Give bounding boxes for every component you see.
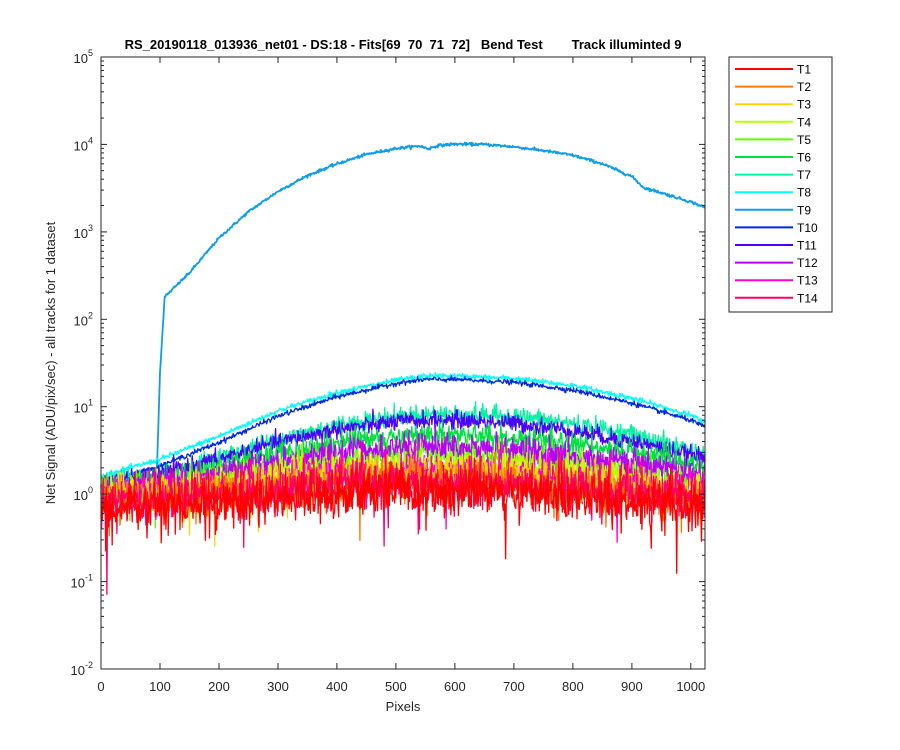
x-tick-label: 800 [562, 679, 584, 694]
series-line-t7 [100, 401, 706, 493]
y-tick-label-base: 10 [74, 488, 88, 503]
y-tick-label-base: 10 [71, 663, 85, 678]
x-tick-label: 200 [208, 679, 230, 694]
y-tick-label-base: 10 [74, 313, 88, 328]
y-tick-label-exponent: 2 [88, 310, 93, 320]
series-line-t9 [100, 141, 706, 481]
legend-box [728, 56, 833, 313]
series-line-t10 [100, 375, 706, 488]
y-tick-label: 103 [74, 223, 93, 241]
y-tick-label-exponent: -2 [85, 660, 93, 670]
x-tick-label: 500 [385, 679, 407, 694]
plot-area [101, 57, 705, 669]
legend-entry: T8 [797, 186, 811, 200]
x-tick-label: 700 [503, 679, 525, 694]
y-axis-label: Net Signal (ADU/pix/sec) - all tracks fo… [43, 221, 58, 504]
y-tick-label-exponent: 5 [88, 48, 93, 58]
legend: T1 T2 T3 T4 T5 T6 T7 T8 T9 T10 T11 T12 T13 T14 [728, 56, 833, 313]
axes-box [100, 56, 706, 670]
y-tick-label: 102 [74, 310, 93, 328]
chart-title: RS_20190118_013936_net01 - DS:18 - Fits[… [125, 37, 682, 52]
series-line-t8 [100, 372, 706, 480]
legend-entry: T11 [797, 239, 817, 253]
y-tick-label: 105 [74, 48, 93, 66]
y-tick-label: 100 [74, 485, 93, 503]
series-line-t1 [100, 457, 706, 574]
legend-entry: T4 [797, 115, 811, 129]
y-tick-label-base: 10 [74, 226, 88, 241]
series-line-t11 [100, 408, 706, 491]
y-tick-label: 101 [74, 398, 93, 416]
y-tick-label: 10-1 [71, 573, 93, 591]
x-tick-label: 1000 [676, 679, 705, 694]
legend-entry: T5 [797, 133, 811, 147]
y-tick-label-exponent: 3 [88, 223, 93, 233]
y-tick-label-exponent: 0 [88, 485, 93, 495]
y-tick-label-exponent: 4 [88, 135, 93, 145]
x-tick-label: 400 [326, 679, 348, 694]
y-tick-label-base: 10 [74, 401, 88, 416]
x-tick-label: 300 [267, 679, 289, 694]
y-tick-label: 104 [74, 135, 93, 153]
y-tick-label-base: 10 [74, 51, 88, 66]
legend-entry: T1 [797, 63, 811, 77]
legend-entry: T3 [797, 98, 811, 112]
legend-entry: T13 [797, 274, 818, 288]
legend-entry: T14 [797, 291, 818, 305]
legend-entry: T9 [797, 203, 811, 217]
x-tick-label: 600 [444, 679, 466, 694]
y-tick-label-exponent: 1 [88, 398, 93, 408]
x-axis-label: Pixels [386, 699, 421, 714]
legend-entry: T12 [797, 256, 818, 270]
y-tick-label: 10-2 [71, 660, 93, 678]
series-layer [100, 141, 706, 596]
y-tick-label-base: 10 [74, 138, 88, 153]
legend-entry: T2 [797, 80, 811, 94]
y-tick-label-base: 10 [71, 576, 85, 591]
x-axis: 0 100 200 300 400 500 600 700 800 900 1000 [97, 57, 705, 694]
x-tick-label: 0 [97, 679, 104, 694]
x-tick-label: 900 [621, 679, 643, 694]
legend-entry: T10 [797, 221, 818, 235]
y-tick-label-exponent: -1 [85, 573, 93, 583]
legend-entry: T6 [797, 151, 811, 165]
x-tick-label: 100 [149, 679, 171, 694]
legend-entry: T7 [797, 168, 811, 182]
